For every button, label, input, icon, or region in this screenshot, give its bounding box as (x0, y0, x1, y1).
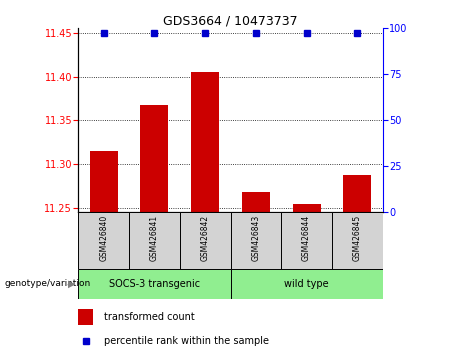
Text: GSM426842: GSM426842 (201, 215, 210, 261)
FancyBboxPatch shape (332, 212, 383, 269)
Text: GSM426843: GSM426843 (251, 215, 260, 262)
Text: transformed count: transformed count (104, 312, 195, 322)
FancyBboxPatch shape (230, 269, 383, 299)
FancyBboxPatch shape (281, 212, 332, 269)
FancyBboxPatch shape (230, 212, 281, 269)
FancyBboxPatch shape (78, 269, 230, 299)
Text: percentile rank within the sample: percentile rank within the sample (104, 336, 269, 346)
FancyBboxPatch shape (129, 212, 180, 269)
Bar (90, 151, 118, 212)
Text: GSM426845: GSM426845 (353, 215, 362, 262)
Text: GSM426841: GSM426841 (150, 215, 159, 261)
FancyBboxPatch shape (78, 212, 129, 269)
Bar (242, 192, 270, 212)
Text: genotype/variation: genotype/variation (5, 279, 91, 289)
Text: GSM426840: GSM426840 (99, 215, 108, 262)
Text: GSM426844: GSM426844 (302, 215, 311, 262)
Bar (78, 309, 93, 325)
Bar (141, 104, 168, 212)
Text: SOCS-3 transgenic: SOCS-3 transgenic (109, 279, 200, 289)
Title: GDS3664 / 10473737: GDS3664 / 10473737 (163, 14, 298, 27)
Bar (191, 72, 219, 212)
Bar (343, 175, 371, 212)
FancyBboxPatch shape (180, 212, 230, 269)
Text: wild type: wild type (284, 279, 329, 289)
Text: ▶: ▶ (68, 279, 76, 289)
Bar (293, 204, 320, 212)
